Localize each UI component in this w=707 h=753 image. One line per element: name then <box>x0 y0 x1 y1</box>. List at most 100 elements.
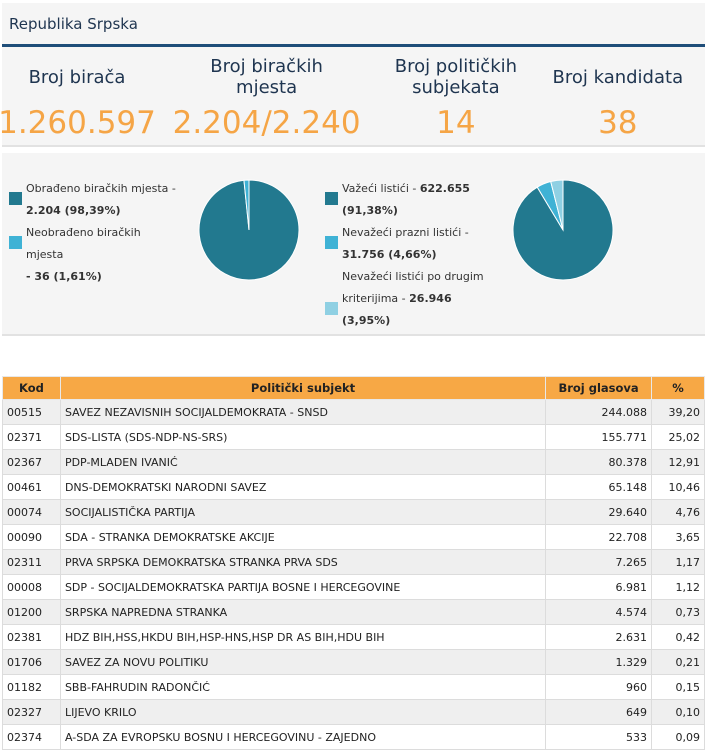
legend-invalid-other-percent: (3,95%) <box>342 314 391 327</box>
stat-candidates-label: Broj kandidata <box>552 66 684 88</box>
legend-swatch-unprocessed <box>9 236 22 249</box>
legend-swatch-valid <box>325 192 338 205</box>
region-title: Republika Srpska <box>9 14 138 33</box>
cell-kod: 01200 <box>2 599 61 625</box>
cell-glasova: 4.574 <box>545 599 652 625</box>
cell-kod: 02311 <box>2 549 61 575</box>
cell-pct: 0,73 <box>651 599 705 625</box>
cell-kod: 02327 <box>2 699 61 725</box>
table-row: 01182 SBB-FAHRUDIN RADONČIĆ 960 0,15 <box>2 674 705 700</box>
stat-political-subjects-label: Broj političkih subjekata <box>394 56 518 98</box>
cell-glasova: 7.265 <box>545 549 652 575</box>
stat-polling-stations: Broj biračkih mjesta 2.204/2.240 <box>152 47 381 145</box>
cell-kod: 02381 <box>2 624 61 650</box>
cell-glasova: 6.981 <box>545 574 652 600</box>
legend-invalid-other-label2: kriterijima - <box>342 292 406 305</box>
stat-polling-stations-value: 2.204/2.240 <box>172 105 361 141</box>
cell-glasova: 65.148 <box>545 474 652 500</box>
table-row: 02374 A-SDA ZA EVROPSKU BOSNU I HERCEGOVI… <box>2 724 705 750</box>
legend-unprocessed-value: - 36 (1,61%) <box>26 270 102 283</box>
polling-pie-slice-1[interactable] <box>243 179 250 231</box>
cell-subjekt: SDA - STRANKA DEMOKRATSKE AKCIJE <box>59 524 547 550</box>
cell-glasova: 29.640 <box>545 499 652 525</box>
legend-valid-label: Važeći listići - <box>342 182 417 195</box>
legend-swatch-blank <box>325 236 338 249</box>
cell-pct: 1,12 <box>651 574 705 600</box>
legend-swatch-invalid-other <box>325 302 338 315</box>
cell-pct: 3,65 <box>651 524 705 550</box>
cell-pct: 0,21 <box>651 649 705 675</box>
region-header: Republika Srpska <box>2 3 705 47</box>
legend-swatch-processed <box>9 192 22 205</box>
cell-kod: 00074 <box>2 499 61 525</box>
cell-glasova: 960 <box>545 674 652 700</box>
cell-subjekt: SOCIJALISTIČKA PARTIJA <box>59 499 547 525</box>
legend-invalid-other-label: Nevažeći listići po drugim <box>342 270 484 283</box>
cell-pct: 0,42 <box>651 624 705 650</box>
cell-glasova: 533 <box>545 724 652 750</box>
stat-candidates: Broj kandidata 38 <box>531 47 705 145</box>
table-row: 02311 PRVA SRPSKA DEMOKRATSKA STRANKA PRV… <box>2 549 705 575</box>
col-header-kod[interactable]: Kod <box>2 376 61 400</box>
legend-blank: Nevažeći prazni listići - 31.756 (4,66%) <box>325 222 485 266</box>
table-row: 02381 HDZ BIH,HSS,HKDU BIH,HSP-HNS,HSP DR… <box>2 624 705 650</box>
table-row: 00008 SDP - SOCIJALDEMOKRATSKA PARTIJA BO… <box>2 574 705 600</box>
cell-kod: 01706 <box>2 649 61 675</box>
table-row: 02367 PDP-MLADEN IVANIĆ 80.378 12,91 <box>2 449 705 475</box>
cell-subjekt: HDZ BIH,HSS,HKDU BIH,HSP-HNS,HSP DR AS B… <box>59 624 547 650</box>
cell-subjekt: SDP - SOCIJALDEMOKRATSKA PARTIJA BOSNE I… <box>59 574 547 600</box>
cell-glasova: 22.708 <box>545 524 652 550</box>
table-header-row: Kod Politički subjekt Broj glasova % <box>2 376 705 400</box>
cell-kod: 00461 <box>2 474 61 500</box>
stat-political-subjects-value: 14 <box>436 105 476 141</box>
col-header-glasova[interactable]: Broj glasova <box>545 376 652 400</box>
table-row: 00090 SDA - STRANKA DEMOKRATSKE AKCIJE 22.… <box>2 524 705 550</box>
legend-invalid-other: Nevažeći listići po drugim kriterijima - … <box>325 266 495 332</box>
legend-blank-value: 31.756 (4,66%) <box>342 248 437 261</box>
stat-voters-value: 1.260.597 <box>0 105 156 141</box>
col-header-pct[interactable]: % <box>651 376 705 400</box>
cell-glasova: 2.631 <box>545 624 652 650</box>
cell-kod: 02367 <box>2 449 61 475</box>
legend-processed-text: Obrađeno biračkih mjesta - 2.204 (98,39%) <box>26 178 176 222</box>
results-table: Kod Politički subjekt Broj glasova % 005… <box>2 376 705 750</box>
legend-processed-value: 2.204 (98,39%) <box>26 204 121 217</box>
cell-pct: 0,09 <box>651 724 705 750</box>
stat-voters-label: Broj birača <box>28 66 126 88</box>
ballots-pie-slice-2[interactable] <box>550 179 564 231</box>
stat-candidates-value: 38 <box>598 105 638 141</box>
cell-subjekt: PRVA SRPSKA DEMOKRATSKA STRANKA PRVA SDS <box>59 549 547 575</box>
cell-kod: 00090 <box>2 524 61 550</box>
cell-kod: 01182 <box>2 674 61 700</box>
stats-panel: Broj birača 1.260.597 Broj biračkih mjes… <box>0 47 705 147</box>
cell-subjekt: SAVEZ NEZAVISNIH SOCIJALDEMOKRATA - SNSD <box>59 399 547 425</box>
table-row: 00461 DNS-DEMOKRATSKI NARODNI SAVEZ 65.148… <box>2 474 705 500</box>
legend-unprocessed-label: Neobrađeno biračkih mjesta <box>26 226 141 261</box>
cell-kod: 02374 <box>2 724 61 750</box>
legend-blank-text: Nevažeći prazni listići - 31.756 (4,66%) <box>342 222 469 266</box>
table-row: 01200 SRPSKA NAPREDNA STRANKA 4.574 0,73 <box>2 599 705 625</box>
cell-glasova: 80.378 <box>545 449 652 475</box>
ballots-pie <box>512 179 614 281</box>
cell-pct: 0,15 <box>651 674 705 700</box>
cell-kod: 00008 <box>2 574 61 600</box>
col-header-subjekt[interactable]: Politički subjekt <box>59 376 547 400</box>
cell-subjekt: LIJEVO KRILO <box>59 699 547 725</box>
cell-pct: 25,02 <box>651 424 705 450</box>
legend-processed-label: Obrađeno biračkih mjesta - <box>26 182 176 195</box>
turnout-panel: Obrađeno biračkih mjesta - 2.204 (98,39%)… <box>2 153 705 336</box>
cell-pct: 39,20 <box>651 399 705 425</box>
table-row: 02327 LIJEVO KRILO 649 0,10 <box>2 699 705 725</box>
table-row: 01706 SAVEZ ZA NOVU POLITIKU 1.329 0,21 <box>2 649 705 675</box>
cell-pct: 10,46 <box>651 474 705 500</box>
legend-invalid-other-value: 26.946 <box>409 292 452 305</box>
cell-pct: 0,10 <box>651 699 705 725</box>
stat-polling-stations-label: Broj biračkih mjesta <box>210 56 323 98</box>
legend-unprocessed-text: Neobrađeno biračkih mjesta - 36 (1,61%) <box>26 222 179 288</box>
legend-blank-label: Nevažeći prazni listići - <box>342 226 469 239</box>
cell-kod: 02371 <box>2 424 61 450</box>
cell-pct: 4,76 <box>651 499 705 525</box>
legend-valid: Važeći listići - 622.655 (91,38%) <box>325 178 485 222</box>
legend-unprocessed: Neobrađeno biračkih mjesta - 36 (1,61%) <box>9 222 179 288</box>
legend-invalid-other-text: Nevažeći listići po drugim kriterijima - … <box>342 266 484 332</box>
